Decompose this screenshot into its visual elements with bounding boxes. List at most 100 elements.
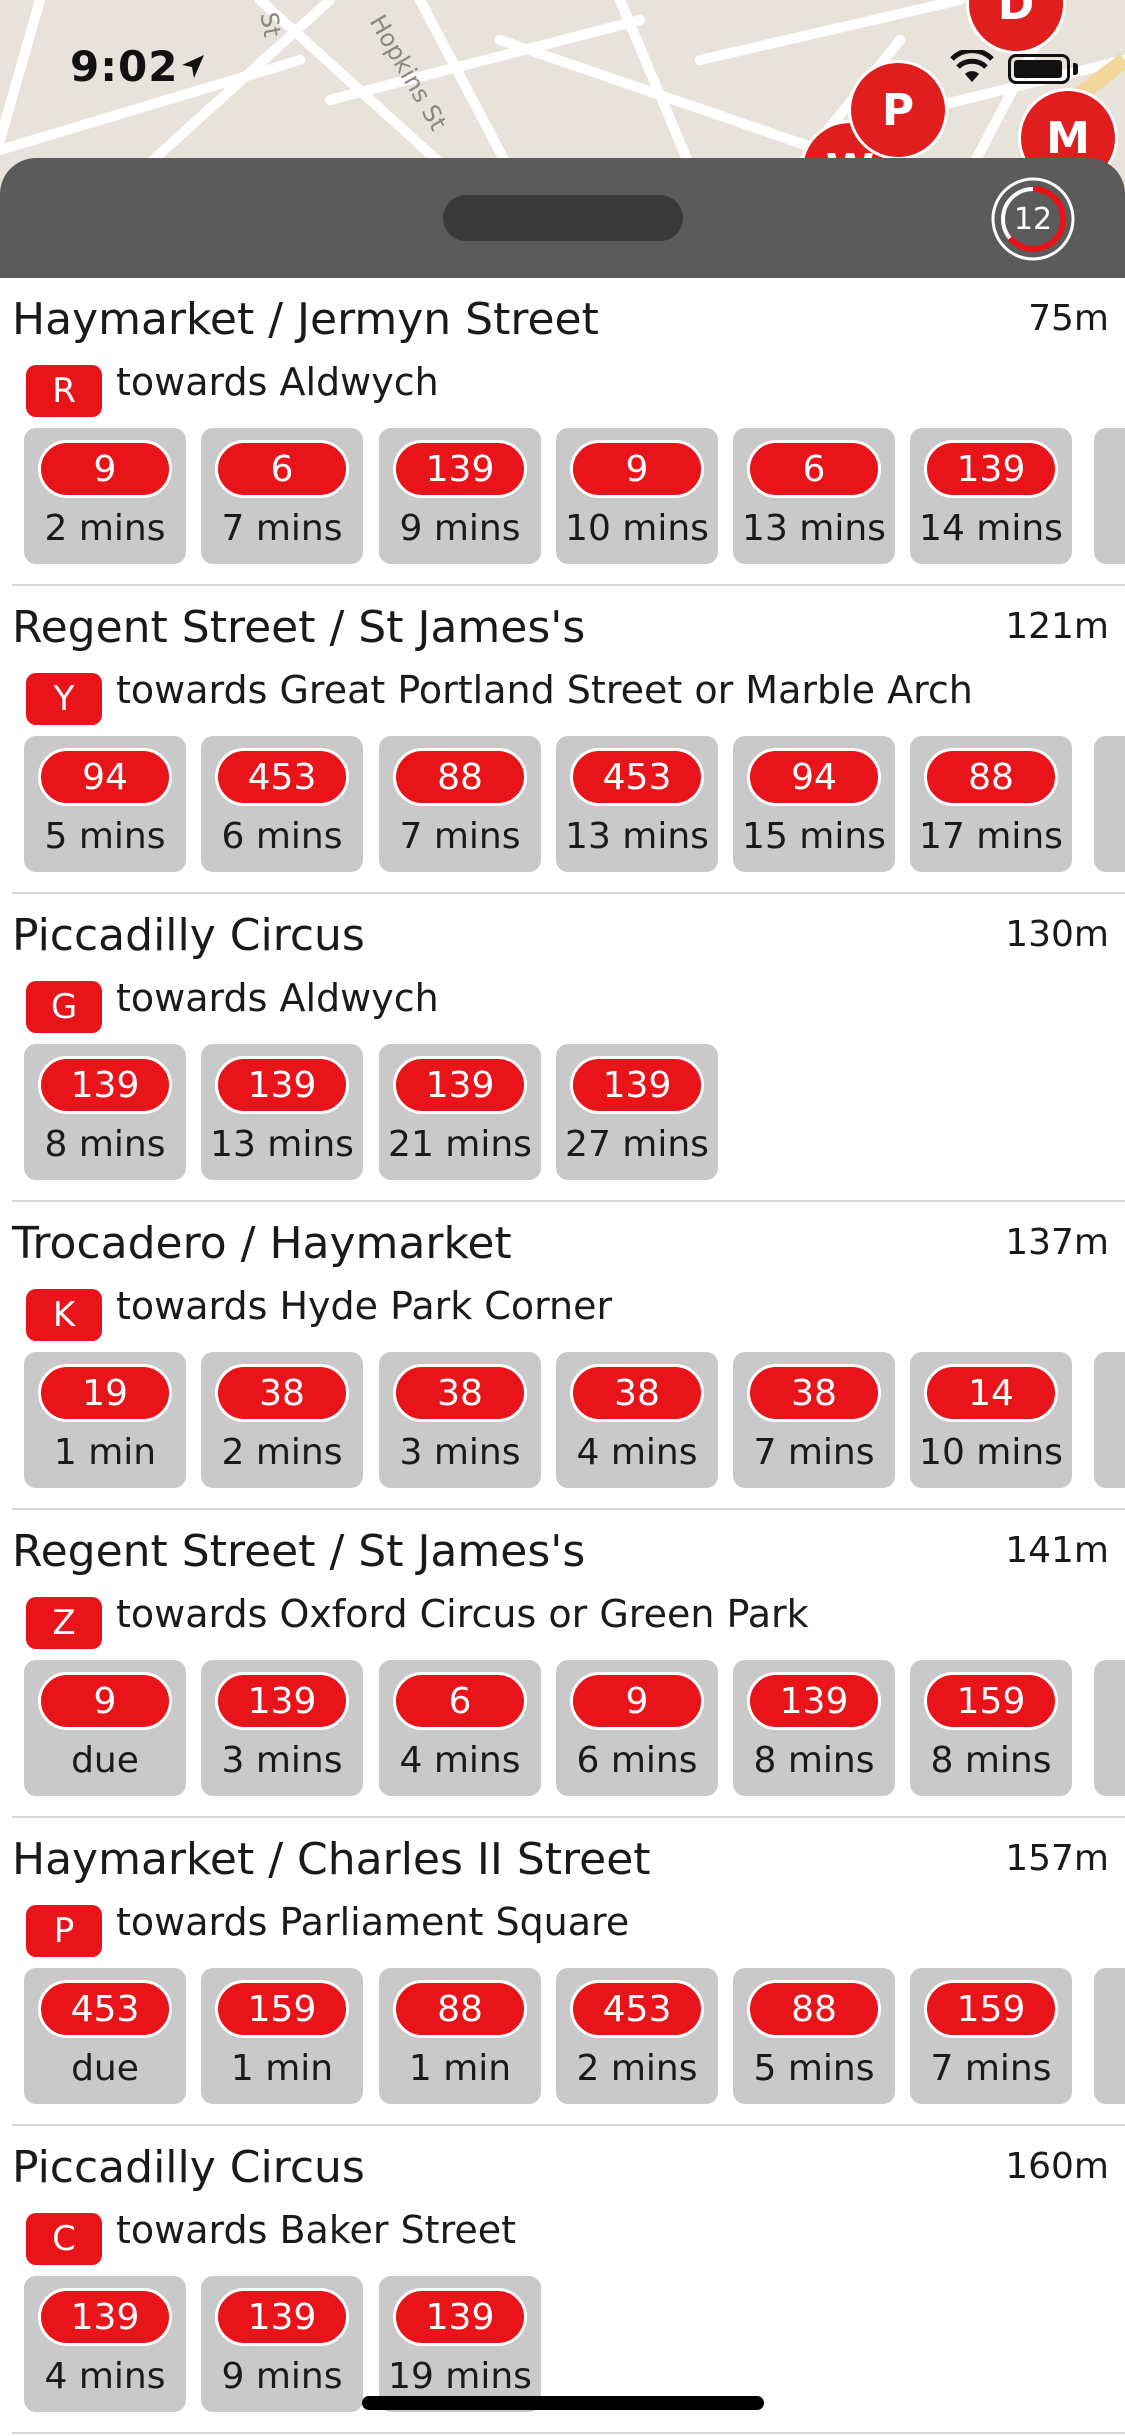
arrival-eta: 8 mins: [44, 1124, 166, 1165]
route-number-badge: 14: [924, 1364, 1058, 1422]
arrival-eta: 7 mins: [753, 1432, 875, 1473]
arrival-eta: 13 mins: [742, 508, 886, 549]
stop-name: Piccadilly Circus: [12, 910, 365, 961]
route-number-badge: 453: [570, 1980, 704, 2038]
route-number-badge: 139: [215, 1056, 349, 1114]
route-number-badge: 9: [38, 440, 172, 498]
arrival-tile[interactable]: 38 3 mins: [379, 1352, 541, 1488]
route-number-badge: 139: [393, 2288, 527, 2346]
stop-letter-badge: R: [26, 365, 102, 417]
arrival-eta: 2 mins: [44, 508, 166, 549]
arrival-eta: 8 mins: [753, 1740, 875, 1781]
arrival-eta: 4 mins: [576, 1432, 698, 1473]
arrival-tile[interactable]: 139 21 mins: [379, 1044, 541, 1180]
arrival-tile[interactable]: 38 4 mins: [556, 1352, 718, 1488]
arrival-tile[interactable]: 38 2 mins: [201, 1352, 363, 1488]
arrival-tile-partial[interactable]: [1094, 1352, 1125, 1488]
arrival-tile[interactable]: 38 7 mins: [733, 1352, 895, 1488]
stop-name: Haymarket / Charles II Street: [12, 1834, 651, 1885]
arrival-eta: 6 mins: [576, 1740, 698, 1781]
arrivals-strip[interactable]: 9 2 mins 6 7 mins 139 9 mins 9 10 mins 6 13 mins 1…: [24, 428, 1125, 568]
arrival-eta: 2 mins: [221, 1432, 343, 1473]
route-number-badge: 6: [215, 440, 349, 498]
arrival-tile[interactable]: 139 14 mins: [910, 428, 1072, 564]
arrival-eta: 9 mins: [221, 2356, 343, 2397]
arrival-eta: 19 mins: [388, 2356, 532, 2397]
route-number-badge: 38: [393, 1364, 527, 1422]
arrival-tile[interactable]: 9 10 mins: [556, 428, 718, 564]
arrival-tile-partial[interactable]: [1094, 1968, 1125, 2104]
arrival-tile[interactable]: 139 9 mins: [379, 428, 541, 564]
stop-letter-badge: Z: [26, 1597, 102, 1649]
route-number-badge: 9: [38, 1672, 172, 1730]
arrival-tile[interactable]: 139 27 mins: [556, 1044, 718, 1180]
arrivals-strip[interactable]: 19 1 min 38 2 mins 38 3 mins 38 4 mins 38 7 mins 1…: [24, 1352, 1125, 1492]
arrivals-strip[interactable]: 139 4 mins 139 9 mins 139 19 mins: [24, 2276, 1125, 2416]
map-pin[interactable]: P: [848, 60, 948, 160]
arrival-tile[interactable]: 6 13 mins: [733, 428, 895, 564]
arrival-eta: 7 mins: [399, 816, 521, 857]
arrival-eta: 5 mins: [44, 816, 166, 857]
arrival-tile[interactable]: 139 19 mins: [379, 2276, 541, 2412]
arrival-tile[interactable]: 139 8 mins: [733, 1660, 895, 1796]
refresh-countdown-icon[interactable]: [990, 176, 1076, 262]
arrival-eta: 14 mins: [919, 508, 1063, 549]
arrival-tile-partial[interactable]: [1094, 428, 1125, 564]
arrival-tile[interactable]: 94 15 mins: [733, 736, 895, 872]
arrivals-strip[interactable]: 94 5 mins 453 6 mins 88 7 mins 453 13 mins 94 15 …: [24, 736, 1125, 876]
stop-letter-badge: P: [26, 1905, 102, 1957]
arrival-tile-partial[interactable]: [1094, 1660, 1125, 1796]
route-number-badge: 139: [924, 440, 1058, 498]
stop-distance: 157m: [1005, 1838, 1109, 1879]
arrivals-strip[interactable]: 9 due 139 3 mins 6 4 mins 9 6 mins 139 8 mins 159 8…: [24, 1660, 1125, 1800]
arrival-tile[interactable]: 88 5 mins: [733, 1968, 895, 2104]
route-number-badge: 6: [393, 1672, 527, 1730]
arrival-tile[interactable]: 453 2 mins: [556, 1968, 718, 2104]
arrival-tile[interactable]: 159 8 mins: [910, 1660, 1072, 1796]
arrival-tile[interactable]: 9 6 mins: [556, 1660, 718, 1796]
battery-cap: [1073, 63, 1078, 75]
arrival-eta: 8 mins: [930, 1740, 1052, 1781]
arrival-tile[interactable]: 139 13 mins: [201, 1044, 363, 1180]
arrival-eta: 3 mins: [221, 1740, 343, 1781]
arrival-tile[interactable]: 6 4 mins: [379, 1660, 541, 1796]
arrival-tile[interactable]: 139 8 mins: [24, 1044, 186, 1180]
arrival-tile[interactable]: 19 1 min: [24, 1352, 186, 1488]
drag-handle[interactable]: [443, 195, 683, 241]
route-number-badge: 94: [747, 748, 881, 806]
stop-direction: towards Baker Street: [116, 2208, 517, 2252]
arrival-eta: 27 mins: [565, 1124, 709, 1165]
arrival-tile[interactable]: 453 6 mins: [201, 736, 363, 872]
arrival-tile[interactable]: 88 1 min: [379, 1968, 541, 2104]
arrival-tile[interactable]: 159 7 mins: [910, 1968, 1072, 2104]
sheet-header[interactable]: 12: [0, 158, 1125, 278]
stop-distance: 75m: [1028, 298, 1109, 339]
home-indicator[interactable]: [362, 2396, 764, 2410]
arrival-tile[interactable]: 94 5 mins: [24, 736, 186, 872]
arrivals-strip[interactable]: 453 due 159 1 min 88 1 min 453 2 mins 88 5 mins 15…: [24, 1968, 1125, 2108]
arrival-tile[interactable]: 9 2 mins: [24, 428, 186, 564]
route-number-badge: 9: [570, 1672, 704, 1730]
arrival-tile[interactable]: 9 due: [24, 1660, 186, 1796]
arrivals-strip[interactable]: 139 8 mins 139 13 mins 139 21 mins 139 27 mins: [24, 1044, 1125, 1184]
arrival-tile[interactable]: 139 3 mins: [201, 1660, 363, 1796]
route-number-badge: 453: [570, 748, 704, 806]
arrival-tile[interactable]: 14 10 mins: [910, 1352, 1072, 1488]
arrival-tile[interactable]: 139 4 mins: [24, 2276, 186, 2412]
arrival-tile[interactable]: 88 7 mins: [379, 736, 541, 872]
arrival-tile-partial[interactable]: [1094, 736, 1125, 872]
arrival-tile[interactable]: 159 1 min: [201, 1968, 363, 2104]
arrival-tile[interactable]: 139 9 mins: [201, 2276, 363, 2412]
arrival-tile[interactable]: 6 7 mins: [201, 428, 363, 564]
arrival-tile[interactable]: 453 13 mins: [556, 736, 718, 872]
arrival-tile[interactable]: 453 due: [24, 1968, 186, 2104]
arrival-tile[interactable]: 88 17 mins: [910, 736, 1072, 872]
